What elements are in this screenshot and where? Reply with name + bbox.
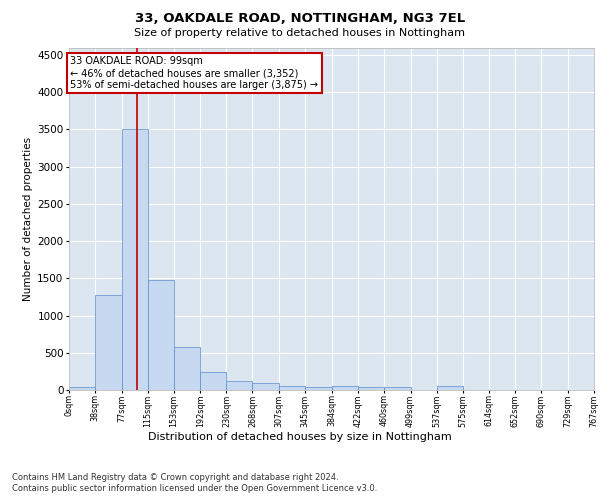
Bar — [226, 382, 253, 390]
Bar — [332, 386, 358, 390]
Bar — [122, 130, 148, 390]
Text: 33, OAKDALE ROAD, NOTTINGHAM, NG3 7EL: 33, OAKDALE ROAD, NOTTINGHAM, NG3 7EL — [135, 12, 465, 26]
Bar — [174, 347, 200, 390]
Bar — [358, 387, 384, 390]
Text: Contains public sector information licensed under the Open Government Licence v3: Contains public sector information licen… — [12, 484, 377, 493]
Bar — [253, 384, 279, 390]
Bar — [69, 388, 95, 390]
Text: Size of property relative to detached houses in Nottingham: Size of property relative to detached ho… — [134, 28, 466, 38]
Y-axis label: Number of detached properties: Number of detached properties — [23, 136, 33, 301]
Bar — [148, 280, 174, 390]
Bar — [95, 294, 122, 390]
Bar — [305, 386, 332, 390]
Bar — [384, 388, 410, 390]
Bar — [279, 386, 305, 390]
Text: Contains HM Land Registry data © Crown copyright and database right 2024.: Contains HM Land Registry data © Crown c… — [12, 472, 338, 482]
Text: Distribution of detached houses by size in Nottingham: Distribution of detached houses by size … — [148, 432, 452, 442]
Bar — [200, 372, 226, 390]
Text: 33 OAKDALE ROAD: 99sqm
← 46% of detached houses are smaller (3,352)
53% of semi-: 33 OAKDALE ROAD: 99sqm ← 46% of detached… — [70, 56, 319, 90]
Bar — [437, 386, 463, 390]
